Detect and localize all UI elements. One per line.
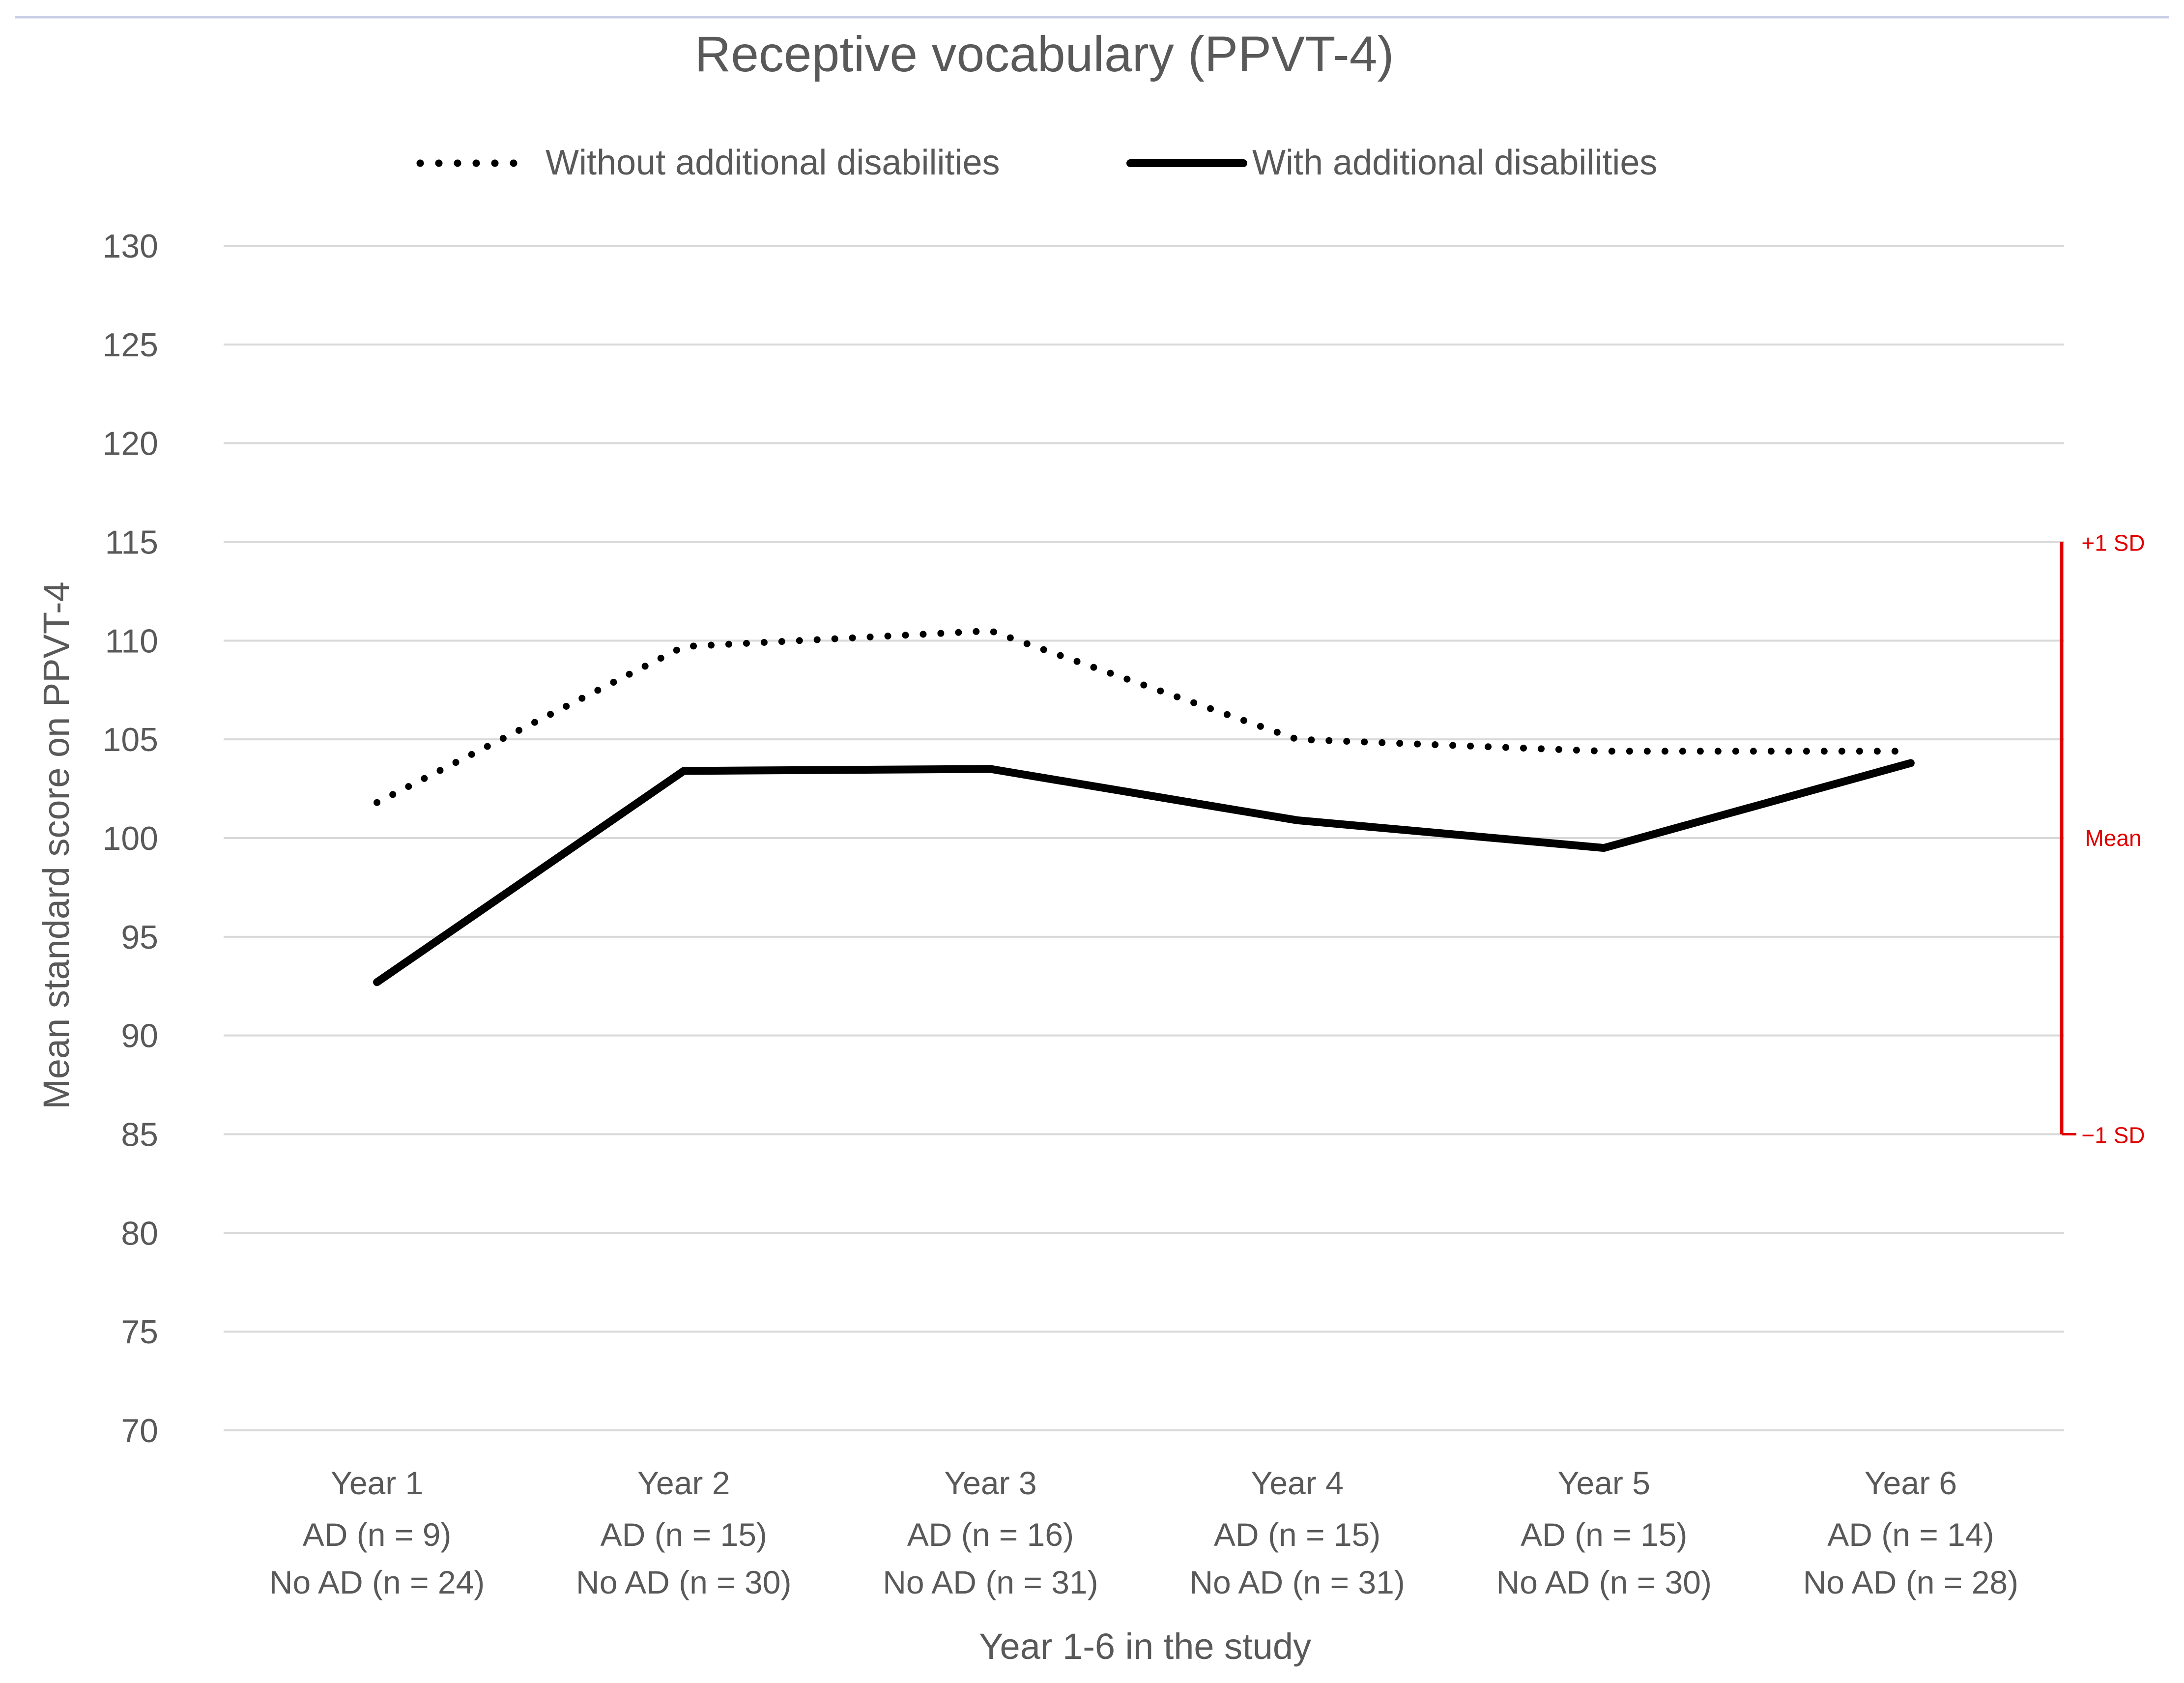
y-tick-label: 70 — [121, 1412, 158, 1450]
y-tick-label: 75 — [121, 1313, 158, 1351]
x-category-year: Year 3 — [944, 1465, 1036, 1501]
y-tick-label: 100 — [103, 820, 158, 857]
noad-label: No AD — [1496, 1564, 1599, 1600]
data-point — [683, 646, 684, 647]
ad-n: (n = 15) — [655, 1516, 767, 1553]
x-category-ad-count: AD (n = 16) — [907, 1516, 1074, 1553]
series-layer — [373, 627, 1915, 987]
series-line-with-ad — [373, 759, 1915, 987]
ad-label: AD — [1214, 1516, 1268, 1553]
x-category-ad-count: AD (n = 14) — [1827, 1516, 1994, 1553]
x-category-ad-count: AD (n = 15) — [1521, 1516, 1687, 1553]
x-category-year: Year 1 — [331, 1465, 423, 1501]
y-tick-label: 80 — [121, 1215, 158, 1252]
gridlines — [224, 245, 2064, 1431]
legend-label-without-ad: Without additional disabilities — [546, 143, 1000, 182]
x-category-noad-count: No AD (n = 30) — [576, 1564, 791, 1600]
x-category-ad-count: AD (n = 15) — [1214, 1516, 1380, 1553]
x-category-year: Year 6 — [1865, 1465, 1957, 1501]
sd-label: −1 SD — [2081, 1123, 2145, 1148]
noad-label: No AD — [883, 1564, 985, 1600]
ad-n: (n = 15) — [1575, 1516, 1687, 1553]
legend-label-with-ad: With additional disabilities — [1252, 143, 1657, 182]
ad-label: AD — [1827, 1516, 1881, 1553]
noad-label: No AD — [576, 1564, 679, 1600]
y-tick-label: 120 — [103, 425, 158, 463]
y-tick-label: 125 — [103, 326, 158, 364]
x-category-1: Year 1 AD (n = 9) No AD (n = 24) — [269, 1465, 485, 1600]
noad-n: (n = 31) — [985, 1564, 1098, 1600]
series-line-without-ad — [374, 627, 1914, 806]
noad-n: (n = 30) — [1599, 1564, 1712, 1600]
noad-n: (n = 24) — [372, 1564, 485, 1600]
x-category-noad-count: No AD (n = 24) — [269, 1564, 485, 1600]
ad-n: (n = 15) — [1268, 1516, 1380, 1553]
y-tick-label: 85 — [121, 1116, 158, 1154]
x-category-ad-count: AD (n = 15) — [601, 1516, 767, 1553]
y-tick-label: 115 — [105, 524, 158, 561]
ad-label: AD — [1521, 1516, 1575, 1553]
chart-title: Receptive vocabulary (PPVT-4) — [695, 26, 1394, 82]
sd-label: Mean — [2085, 825, 2141, 851]
ad-n: (n = 16) — [961, 1516, 1074, 1553]
x-axis-label: Year 1-6 in the study — [979, 1626, 1311, 1667]
y-tick-label: 95 — [121, 919, 158, 956]
sd-label: +1 SD — [2081, 530, 2145, 556]
y-axis-ticks: 130 125 120 115 110 105 100 95 90 85 80 75 70 — [103, 228, 158, 1450]
x-category-year: Year 2 — [637, 1465, 730, 1501]
x-category-noad-count: No AD (n = 31) — [883, 1564, 1098, 1600]
ad-n: (n = 9) — [357, 1516, 452, 1553]
x-category-noad-count: No AD (n = 31) — [1189, 1564, 1405, 1600]
x-category-4: Year 4 AD (n = 15) No AD (n = 31) — [1189, 1465, 1405, 1600]
y-tick-label: 105 — [103, 721, 158, 758]
noad-label: No AD — [269, 1564, 372, 1600]
sd-reference-bar: +1 SD Mean −1 SD — [2060, 530, 2145, 1148]
x-axis-categories: Year 1 AD (n = 9) No AD (n = 24) Year 2 AD (… — [269, 1465, 2018, 1600]
noad-n: (n = 31) — [1292, 1564, 1405, 1600]
noad-label: No AD — [1189, 1564, 1292, 1600]
x-category-3: Year 3 AD (n = 16) No AD (n = 31) — [883, 1465, 1098, 1600]
data-point — [1604, 751, 1605, 752]
x-category-5: Year 5 AD (n = 15) No AD (n = 30) — [1496, 1465, 1712, 1600]
ad-label: AD — [303, 1516, 357, 1553]
x-category-ad-count: AD (n = 9) — [303, 1516, 452, 1553]
data-point — [1910, 751, 1911, 752]
x-category-2: Year 2 AD (n = 15) No AD (n = 30) — [576, 1465, 791, 1600]
y-tick-label: 90 — [121, 1017, 158, 1055]
ad-label: AD — [601, 1516, 655, 1553]
noad-n: (n = 30) — [679, 1564, 791, 1600]
noad-label: No AD — [1803, 1564, 1906, 1600]
x-category-noad-count: No AD (n = 30) — [1496, 1564, 1712, 1600]
x-category-year: Year 5 — [1558, 1465, 1650, 1501]
y-axis-label: Mean standard score on PPVT-4 — [36, 581, 77, 1109]
x-category-year: Year 4 — [1251, 1465, 1343, 1501]
y-tick-label: 110 — [105, 622, 158, 660]
x-category-6: Year 6 AD (n = 14) No AD (n = 28) — [1803, 1465, 2018, 1600]
legend: Without additional disabilities With add… — [416, 143, 1657, 182]
noad-n: (n = 28) — [1906, 1564, 2018, 1600]
y-tick-label: 130 — [103, 228, 158, 265]
ad-n: (n = 14) — [1881, 1516, 1994, 1553]
ad-label: AD — [907, 1516, 961, 1553]
x-category-noad-count: No AD (n = 28) — [1803, 1564, 2018, 1600]
